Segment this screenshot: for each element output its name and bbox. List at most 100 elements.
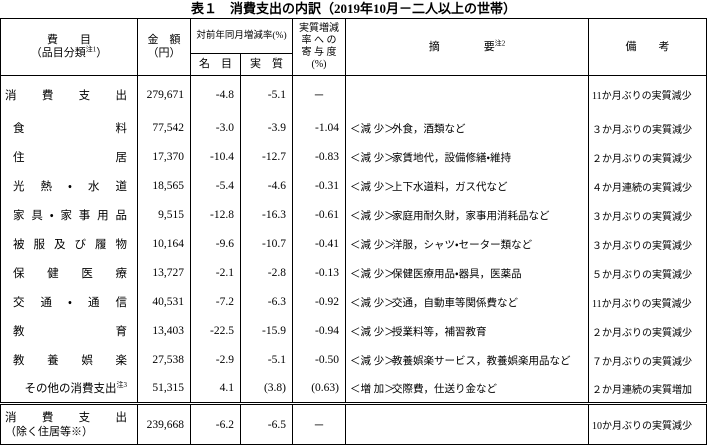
label: 住居 <box>13 152 127 164</box>
row-label: 教養娯楽 <box>0 345 138 375</box>
real-rate: -5.1 <box>240 345 293 375</box>
summary-text: 上下水道料，ガス代など <box>392 181 508 193</box>
label: 交通・通信 <box>13 297 127 309</box>
row-label: 家具・家事用品 <box>0 200 138 230</box>
nominal-rate: -7.2 <box>190 287 241 317</box>
amount: 13,403 <box>137 316 191 346</box>
contribution: (0.63) <box>292 374 346 404</box>
row-label: 光熱・水道 <box>0 171 138 201</box>
amount: 279,671 <box>137 75 191 114</box>
text: ） <box>96 47 108 59</box>
contribution: -0.31 <box>292 171 346 201</box>
summary-category: ＜減 少＞ <box>350 297 395 309</box>
table-row: 交通・通信 40,531 -7.2 -6.3 -0.92 ＜減 少＞交通，自動車等関係費な… <box>0 287 707 317</box>
note: 注3 <box>116 381 128 390</box>
nominal-rate: -2.1 <box>190 258 241 288</box>
real-rate: -12.7 <box>240 142 293 172</box>
nominal-rate: -6.2 <box>190 402 241 445</box>
remark: ２か月連続の実質増加 <box>588 374 707 404</box>
text: 寄 与 度 <box>301 47 337 58</box>
real-rate: -6.3 <box>240 287 293 317</box>
row-label: 教育 <box>0 316 138 346</box>
remark: ３か月ぶりの実質減少 <box>588 229 707 259</box>
amount: 51,315 <box>137 374 191 404</box>
summary-text: 授業料等，補習教育 <box>392 326 487 338</box>
text: 金 額 <box>147 34 181 46</box>
summary-category: ＜増 加＞ <box>350 383 395 395</box>
summary: ＜減 少＞保健医療用品・器具，医薬品 <box>345 258 589 288</box>
table-row: 住居 17,370 -10.4 -12.7 -0.83 ＜減 少＞家賃地代，設備修繕・維持… <box>0 142 707 172</box>
summary-category: ＜減 少＞ <box>350 210 395 222</box>
summary: ＜減 少＞交通，自動車等関係費など <box>345 287 589 317</box>
summary: ＜減 少＞洋服，シャツ・セーター類など <box>345 229 589 259</box>
summary-text: 教養娯楽サービス，教養娯楽用品など <box>392 355 571 367</box>
summary <box>345 75 589 114</box>
text: 率 へ の <box>301 35 337 46</box>
header-cell: 実質増減率 へ の寄 与 度 (%) <box>292 18 346 76</box>
header-cell: 名 目 <box>190 53 241 76</box>
table-row: 消費支出 （除く住居等※） 239,668 -6.2 -6.5 － 10か月ぶりの実質減少 <box>0 402 707 445</box>
real-rate: -3.9 <box>240 113 293 143</box>
summary: ＜減 少＞教養娯楽サービス，教養娯楽用品など <box>345 345 589 375</box>
remark: ３か月ぶりの実質減少 <box>588 113 707 143</box>
summary-category: ＜減 少＞ <box>350 152 395 164</box>
contribution: -1.04 <box>292 113 346 143</box>
summary: ＜減 少＞家庭用耐久財，家事用消耗品など <box>345 200 589 230</box>
header-cell: 費 目（品目分類注1） <box>0 18 138 76</box>
remark: 10か月ぶりの実質減少 <box>588 402 707 445</box>
label: 教育 <box>13 326 127 338</box>
amount: 13,727 <box>137 258 191 288</box>
header-row: 名 目実 質 <box>1 53 707 76</box>
remark: ３か月ぶりの実質減少 <box>588 200 707 230</box>
header-cell: 対前年同月増減率(%) <box>190 18 293 54</box>
note: 注2 <box>494 38 506 47</box>
summary-category: ＜減 少＞ <box>350 181 395 193</box>
real-rate: -16.3 <box>240 200 293 230</box>
contribution: -0.13 <box>292 258 346 288</box>
summary <box>345 402 589 445</box>
table-row: 教育 13,403 -22.5 -15.9 -0.94 ＜減 少＞授業料等，補習教育 ２か月… <box>0 316 707 346</box>
remark: ２か月ぶりの実質減少 <box>588 142 707 172</box>
nominal-rate: -10.4 <box>190 142 241 172</box>
label: 光熱・水道 <box>13 181 127 193</box>
nominal-rate: -4.8 <box>190 75 241 114</box>
table: 費 目（品目分類注1）金 額（円） 対前年同月増減率(%) 実質増減率 へ の寄 与… <box>0 18 707 445</box>
nominal-rate: -22.5 <box>190 316 241 346</box>
contribution: -0.41 <box>292 229 346 259</box>
label: 被服及び履物 <box>13 239 127 251</box>
summary-category: ＜減 少＞ <box>350 326 395 338</box>
table-row: 消費支出 279,671 -4.8 -5.1 － 11か月ぶりの実質減少 <box>0 75 707 114</box>
summary-text: 交通，自動車等関係費など <box>392 297 518 309</box>
summary: ＜減 少＞授業料等，補習教育 <box>345 316 589 346</box>
table-row: 家具・家事用品 9,515 -12.8 -16.3 -0.61 ＜減 少＞家庭用耐久財，家… <box>0 200 707 230</box>
amount: 77,542 <box>137 113 191 143</box>
summary-text: 洋服，シャツ・セーター類など <box>392 239 533 251</box>
amount: 9,515 <box>137 200 191 230</box>
row-label: 被服及び履物 <box>0 229 138 259</box>
table-row: 被服及び履物 10,164 -9.6 -10.7 -0.41 ＜減 少＞洋服，シャツ・セー… <box>0 229 707 259</box>
table-row: その他の消費支出注3 51,315 4.1 (3.8) (0.63) ＜増 加＞交際費，仕… <box>0 374 707 404</box>
row-label: 交通・通信 <box>0 287 138 317</box>
row-label: その他の消費支出注3 <box>0 374 138 404</box>
real-rate: -15.9 <box>240 316 293 346</box>
contribution: -0.61 <box>292 200 346 230</box>
real-rate: -2.8 <box>240 258 293 288</box>
nominal-rate: -2.9 <box>190 345 241 375</box>
label: 消費支出 <box>5 89 127 102</box>
table-row: 保健医療 13,727 -2.1 -2.8 -0.13 ＜減 少＞保健医療用品・器具，医薬… <box>0 258 707 288</box>
label: 食料 <box>13 123 127 135</box>
header-cell: 備 考 <box>588 18 707 76</box>
row-label: 消費支出 <box>0 75 138 114</box>
remark: 11か月ぶりの実質減少 <box>588 75 707 114</box>
summary-text: 家庭用耐久財，家事用消耗品など <box>392 210 550 222</box>
table-row: 光熱・水道 18,565 -5.4 -4.6 -0.31 ＜減 少＞上下水道料，ガス代など… <box>0 171 707 201</box>
header-row: 費 目（品目分類注1）金 額（円） 対前年同月増減率(%) 実質増減率 へ の寄 与… <box>0 18 707 76</box>
row-label: 消費支出 （除く住居等※） <box>0 402 138 445</box>
title: 表１ 消費支出の内訳（2019年10月－二人以上の世帯） <box>190 1 516 16</box>
contribution: － <box>292 75 346 114</box>
remark: ２か月ぶりの実質減少 <box>588 316 707 346</box>
summary-category: ＜減 少＞ <box>350 239 395 251</box>
table-body: 費 目（品目分類注1）金 額（円） 対前年同月増減率(%) 実質増減率 へ の寄 与… <box>0 18 707 445</box>
summary-category: ＜減 少＞ <box>350 123 395 135</box>
